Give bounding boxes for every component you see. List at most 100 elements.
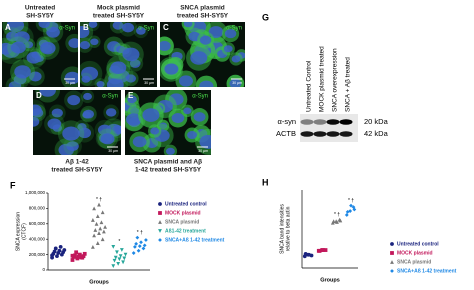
point [52,249,57,254]
significance: * † [96,197,102,203]
legend-label: MOCK plasmid [165,210,201,216]
point [73,253,77,258]
point [331,219,336,224]
lane-label: SNCA overexpression [332,48,339,112]
legend-label: SNCA plasmid [397,259,431,265]
point [81,254,86,259]
point [158,220,162,224]
point [121,260,125,265]
nucleus [81,75,91,83]
y-axis-label: relative to beta actin [285,206,291,251]
y-axis-label: (CTCF) [21,223,27,240]
x-axis-label: Groups [89,279,109,285]
nucleus [183,22,193,28]
lane-label: SNCA + Aβ treated [345,57,352,112]
band [326,119,340,125]
panel-caption: Mock plasmid [97,5,140,12]
point [116,261,121,266]
nucleus [66,141,79,152]
point [158,202,162,206]
point [93,228,98,232]
lane-label: Untreated Control [306,60,313,112]
nucleus [80,40,91,50]
band [300,131,314,137]
band [313,119,327,125]
scale-label: 30 µm [144,81,154,85]
nucleus [223,45,233,53]
point [97,202,101,207]
nucleus [14,65,31,79]
nucleus [224,29,237,39]
point [158,229,162,233]
point [123,252,128,257]
nucleus [130,107,140,115]
point [55,254,59,259]
point [94,221,99,226]
nucleus [38,22,50,29]
band [339,131,353,137]
nucleus [160,40,171,52]
row-label: α-syn [277,117,296,126]
scale-label: 30 µm [65,81,75,85]
nucleus [26,51,42,64]
point [131,251,136,255]
nucleus [183,107,192,115]
legend-label: MOCK plasmid [397,250,433,256]
point [345,209,350,214]
nucleus [67,95,81,106]
y-tick-label: 600,000 [29,221,46,226]
nucleus [122,22,135,33]
nucleus [112,22,124,30]
nucleus [33,116,40,127]
point [118,254,123,259]
point [122,256,127,261]
nucleus [96,80,105,87]
point [390,251,394,255]
panel-letter: C [163,23,169,32]
y-tick-label: 400,000 [29,236,46,241]
point [95,241,100,245]
significance: * † [334,212,340,218]
significance: * † [137,230,143,236]
cells [33,90,121,155]
legend-label: SNCA plasmid [165,219,199,225]
nucleus [178,75,193,87]
point [111,245,116,249]
band [326,131,340,137]
panel-caption: treated SH-SY5Y [177,13,229,20]
point [317,248,322,253]
nucleus [199,134,211,149]
panel-caption: 1-42 treated SH-SY5Y [135,167,202,174]
y-tick-label: 200,000 [29,252,46,257]
cells [2,22,78,87]
nucleus [14,31,30,44]
stain-label: α-Syn [192,94,208,100]
point [335,220,339,224]
point [141,246,146,251]
panel-letter: G [262,12,269,22]
nucleus [122,47,140,62]
panel-caption: SNCA plasmid and Aβ [134,159,202,166]
nucleus [127,95,137,104]
point [92,233,97,238]
point [70,258,75,262]
panel-letter: E [128,91,134,100]
point [158,238,162,242]
point [135,235,140,240]
micrograph [125,90,211,155]
point [50,253,54,258]
stain-label: α-Syn [59,26,75,32]
y-tick-label: 0 [42,267,45,272]
panel-caption: SH-SY5Y [26,13,54,20]
point [75,256,80,261]
nucleus [129,59,141,68]
x-axis-label: Groups [320,277,340,283]
cells [160,22,245,87]
point [100,237,105,242]
point [133,245,137,249]
point [113,255,118,260]
point [76,254,81,259]
nucleus [100,133,115,145]
point [390,260,394,264]
